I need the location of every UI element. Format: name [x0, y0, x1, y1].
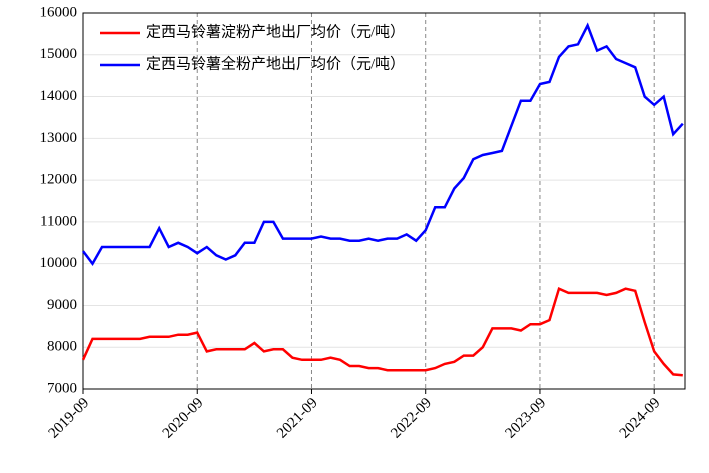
legend-label: 定西马铃薯淀粉产地出厂均价（元/吨） [146, 23, 405, 40]
y-tick-label: 12000 [40, 172, 78, 188]
x-tick-label: 2019-09 [46, 395, 93, 442]
y-tick-label: 15000 [40, 46, 78, 62]
series-line [81, 286, 683, 377]
plot-frame [82, 12, 686, 390]
y-tick-label: 10000 [40, 255, 78, 271]
legend-label: 定西马铃薯全粉产地出厂均价（元/吨） [146, 54, 405, 72]
x-tick-label: 2022-09 [388, 395, 435, 442]
x-tick-label: 2020-09 [160, 395, 207, 442]
y-tick-label: 16000 [40, 4, 78, 20]
series-line [82, 22, 684, 266]
y-tick-label: 9000 [47, 297, 77, 313]
x-tick-label: 2024-09 [617, 395, 664, 442]
y-tick-label: 13000 [40, 130, 78, 146]
y-tick-label: 14000 [40, 88, 78, 104]
x-tick-label: 2023-09 [503, 395, 550, 442]
y-tick-label: 7000 [47, 380, 77, 396]
y-tick-label: 11000 [40, 213, 77, 229]
y-tick-label: 8000 [47, 339, 77, 355]
x-tick-label: 2021-09 [274, 395, 321, 442]
